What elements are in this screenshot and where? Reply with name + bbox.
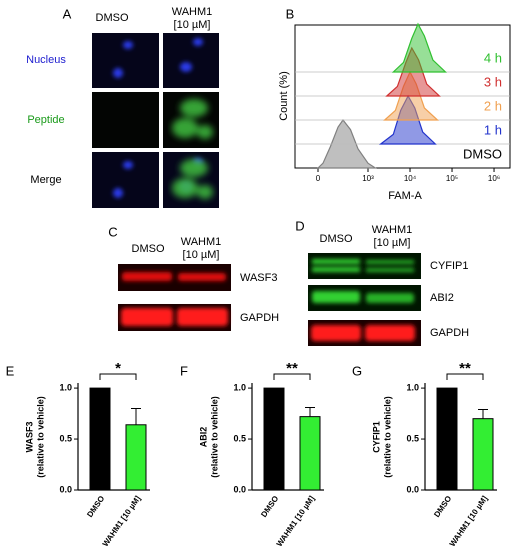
y-axis-label: CYFIP1 [371, 421, 381, 453]
y-axis-label: Count (%) [278, 71, 290, 121]
x-tick-label: 10⁶ [488, 174, 500, 183]
y-axis-label: (relative to vehicle) [382, 396, 392, 478]
y-tick-label: 0.0 [406, 484, 419, 494]
row-label: GAPDH [240, 312, 279, 324]
y-tick-label: 0.0 [59, 484, 72, 494]
x-tick-label: 10³ [362, 174, 374, 183]
x-tick-label: DMSO [85, 494, 106, 519]
bar [299, 416, 321, 491]
y-tick-label: 1.0 [233, 382, 246, 392]
column-header: DMSO [320, 233, 353, 245]
legend-label: 4 h [484, 50, 502, 65]
error-bar [478, 408, 488, 419]
panel-label: C [108, 224, 117, 239]
y-tick-label: 0.0 [233, 484, 246, 494]
legend-label: 2 h [484, 98, 502, 113]
panel-label: D [295, 218, 304, 233]
column-header: DMSO [132, 243, 165, 255]
plot-frame [294, 24, 511, 169]
row-label: Peptide [27, 114, 64, 126]
significance-bracket [446, 373, 484, 380]
row-label: Merge [30, 174, 61, 186]
column-header: WAHM1 [172, 6, 213, 18]
panel-label: F [180, 363, 188, 378]
error-bar [305, 406, 315, 417]
y-tick-label: 1.0 [59, 382, 72, 392]
x-axis-label: FAM-A [388, 190, 422, 202]
y-tick-label: 0.5 [59, 433, 72, 443]
significance-label: * [115, 360, 121, 377]
column-header: DMSO [96, 12, 129, 24]
y-tick-label: 0.5 [406, 433, 419, 443]
row-label: ABI2 [430, 292, 454, 304]
column-header: [10 µM] [174, 19, 211, 31]
legend-label: 1 h [484, 122, 502, 137]
bar [89, 387, 111, 491]
x-tick-label: DMSO [432, 494, 453, 519]
row-label: Nucleus [26, 54, 66, 66]
column-header: WAHM1 [181, 236, 222, 248]
y-axis-label: (relative to vehicle) [35, 396, 45, 478]
y-tick-label: 0.5 [233, 433, 246, 443]
panel-label: E [6, 363, 15, 378]
legend-label: 3 h [484, 74, 502, 89]
x-tick-label: 10⁴ [404, 174, 417, 183]
bar [472, 418, 494, 491]
western-blot [118, 264, 231, 331]
micrographs [92, 33, 219, 208]
bar [436, 387, 458, 491]
row-label: WASF3 [240, 272, 278, 284]
x-tick-label: DMSO [259, 494, 280, 519]
significance-bracket [99, 373, 137, 380]
x-tick-label: 0 [316, 174, 321, 183]
panel-label: G [352, 363, 362, 378]
column-header: [10 µM] [374, 237, 411, 249]
density-curve [391, 22, 447, 73]
row-label: CYFIP1 [430, 260, 469, 272]
significance-label: ** [459, 360, 471, 377]
bar [125, 424, 147, 491]
x-tick-label: WAHM1 [10 µM] [275, 494, 317, 546]
column-header: [10 µM] [183, 249, 220, 261]
bar [263, 387, 285, 491]
legend-label: DMSO [463, 146, 502, 161]
y-tick-label: 1.0 [406, 382, 419, 392]
y-axis-label: (relative to vehicle) [209, 396, 219, 478]
column-header: WAHM1 [372, 224, 413, 236]
panel-label: A [63, 6, 72, 21]
x-tick-label: WAHM1 [10 µM] [448, 494, 490, 546]
x-tick-label: 10⁵ [446, 174, 458, 183]
x-tick-label: WAHM1 [10 µM] [101, 494, 143, 546]
row-label: GAPDH [430, 327, 469, 339]
significance-bracket [273, 373, 311, 380]
y-axis-label: ABI2 [198, 427, 208, 448]
significance-label: ** [286, 360, 298, 377]
error-bar [131, 407, 141, 425]
western-blot [308, 253, 421, 346]
panel-label: B [286, 6, 295, 21]
y-axis-label: WASF3 [24, 421, 34, 452]
